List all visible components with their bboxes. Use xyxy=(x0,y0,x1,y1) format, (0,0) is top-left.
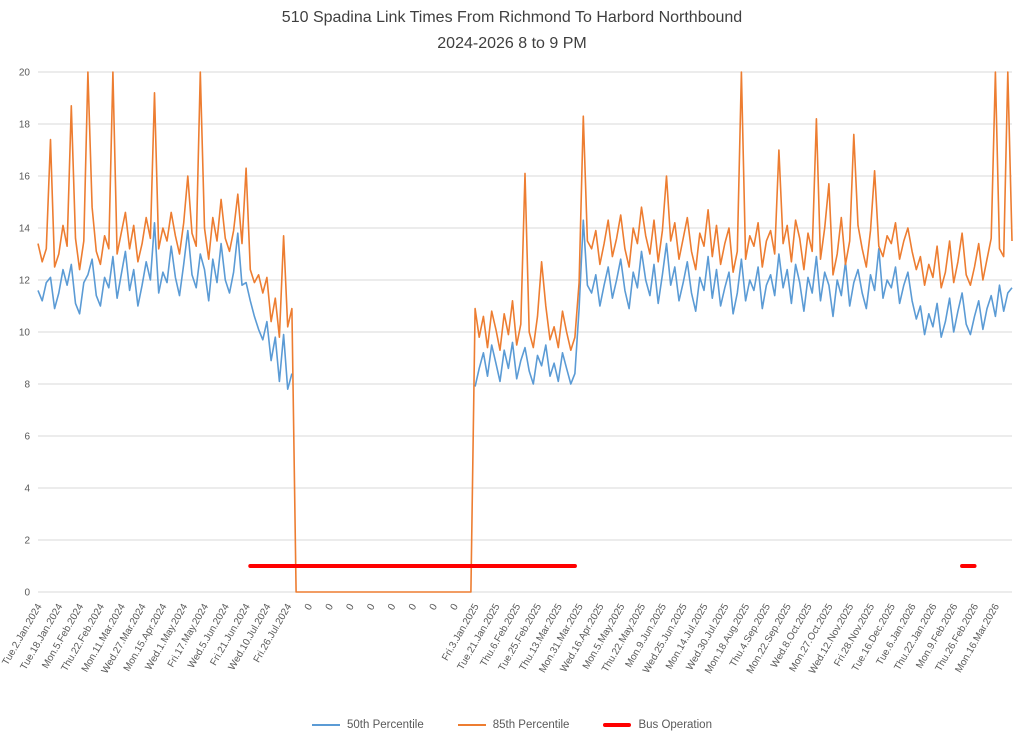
y-tick-label: 12 xyxy=(19,276,31,287)
legend-swatch xyxy=(457,724,486,726)
x-tick-label: 0 xyxy=(344,602,357,613)
legend-item-85th-percentile: 85th Percentile xyxy=(457,719,570,731)
y-tick-label: 4 xyxy=(24,484,30,495)
y-tick-label: 10 xyxy=(19,328,31,339)
legend-label: Bus Operation xyxy=(638,719,712,731)
legend-swatch xyxy=(312,724,341,726)
legend-item-bus-operation: Bus Operation xyxy=(603,719,712,731)
y-tick-label: 8 xyxy=(24,380,30,391)
y-tick-label: 18 xyxy=(19,120,31,131)
x-tick-label: 0 xyxy=(303,602,316,613)
chart-title-line1: 510 Spadina Link Times From Richmond To … xyxy=(281,9,743,26)
x-tick-label: 0 xyxy=(386,602,399,613)
x-tick-label: 0 xyxy=(428,602,441,613)
legend-swatch xyxy=(603,723,632,727)
x-tick-label: 0 xyxy=(365,602,378,613)
y-tick-label: 16 xyxy=(19,172,31,183)
y-tick-label: 6 xyxy=(24,432,30,443)
legend-label: 50th Percentile xyxy=(347,719,424,731)
y-tick-label: 0 xyxy=(24,588,30,599)
series-50th-percentile xyxy=(37,219,1013,390)
y-tick-label: 14 xyxy=(19,224,31,235)
legend: 50th Percentile 85th Percentile Bus Operat… xyxy=(0,719,1024,731)
legend-item-50th-percentile: 50th Percentile xyxy=(312,719,424,731)
x-tick-label: 0 xyxy=(407,602,420,613)
legend-label: 85th Percentile xyxy=(492,719,570,731)
chart-title: 510 Spadina Link Times From Richmond To … xyxy=(0,5,1024,57)
x-tick-label: 0 xyxy=(449,602,462,613)
x-tick-label: 0 xyxy=(324,602,337,613)
chart-title-line2: 2024-2026 8 to 9 PM xyxy=(437,35,587,52)
series-85th-percentile xyxy=(37,71,1013,593)
y-tick-label: 2 xyxy=(24,536,30,547)
y-tick-label: 20 xyxy=(19,68,31,79)
